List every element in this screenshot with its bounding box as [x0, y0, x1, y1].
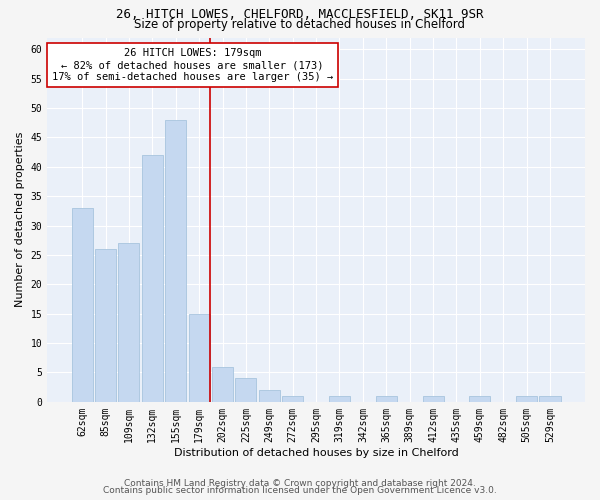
Bar: [469, 396, 490, 402]
Bar: [539, 396, 560, 402]
Bar: [329, 396, 350, 402]
Y-axis label: Number of detached properties: Number of detached properties: [15, 132, 25, 308]
Text: Contains HM Land Registry data © Crown copyright and database right 2024.: Contains HM Land Registry data © Crown c…: [124, 478, 476, 488]
Bar: [188, 314, 209, 402]
Bar: [165, 120, 186, 402]
Bar: [142, 155, 163, 402]
Bar: [235, 378, 256, 402]
Text: 26 HITCH LOWES: 179sqm
← 82% of detached houses are smaller (173)
17% of semi-de: 26 HITCH LOWES: 179sqm ← 82% of detached…: [52, 48, 333, 82]
Text: Contains public sector information licensed under the Open Government Licence v3: Contains public sector information licen…: [103, 486, 497, 495]
Bar: [422, 396, 443, 402]
Bar: [282, 396, 303, 402]
Bar: [95, 249, 116, 402]
Bar: [516, 396, 537, 402]
Bar: [212, 366, 233, 402]
Bar: [259, 390, 280, 402]
Text: 26, HITCH LOWES, CHELFORD, MACCLESFIELD, SK11 9SR: 26, HITCH LOWES, CHELFORD, MACCLESFIELD,…: [116, 8, 484, 20]
X-axis label: Distribution of detached houses by size in Chelford: Distribution of detached houses by size …: [174, 448, 458, 458]
Bar: [376, 396, 397, 402]
Bar: [118, 243, 139, 402]
Text: Size of property relative to detached houses in Chelford: Size of property relative to detached ho…: [134, 18, 466, 31]
Bar: [71, 208, 92, 402]
